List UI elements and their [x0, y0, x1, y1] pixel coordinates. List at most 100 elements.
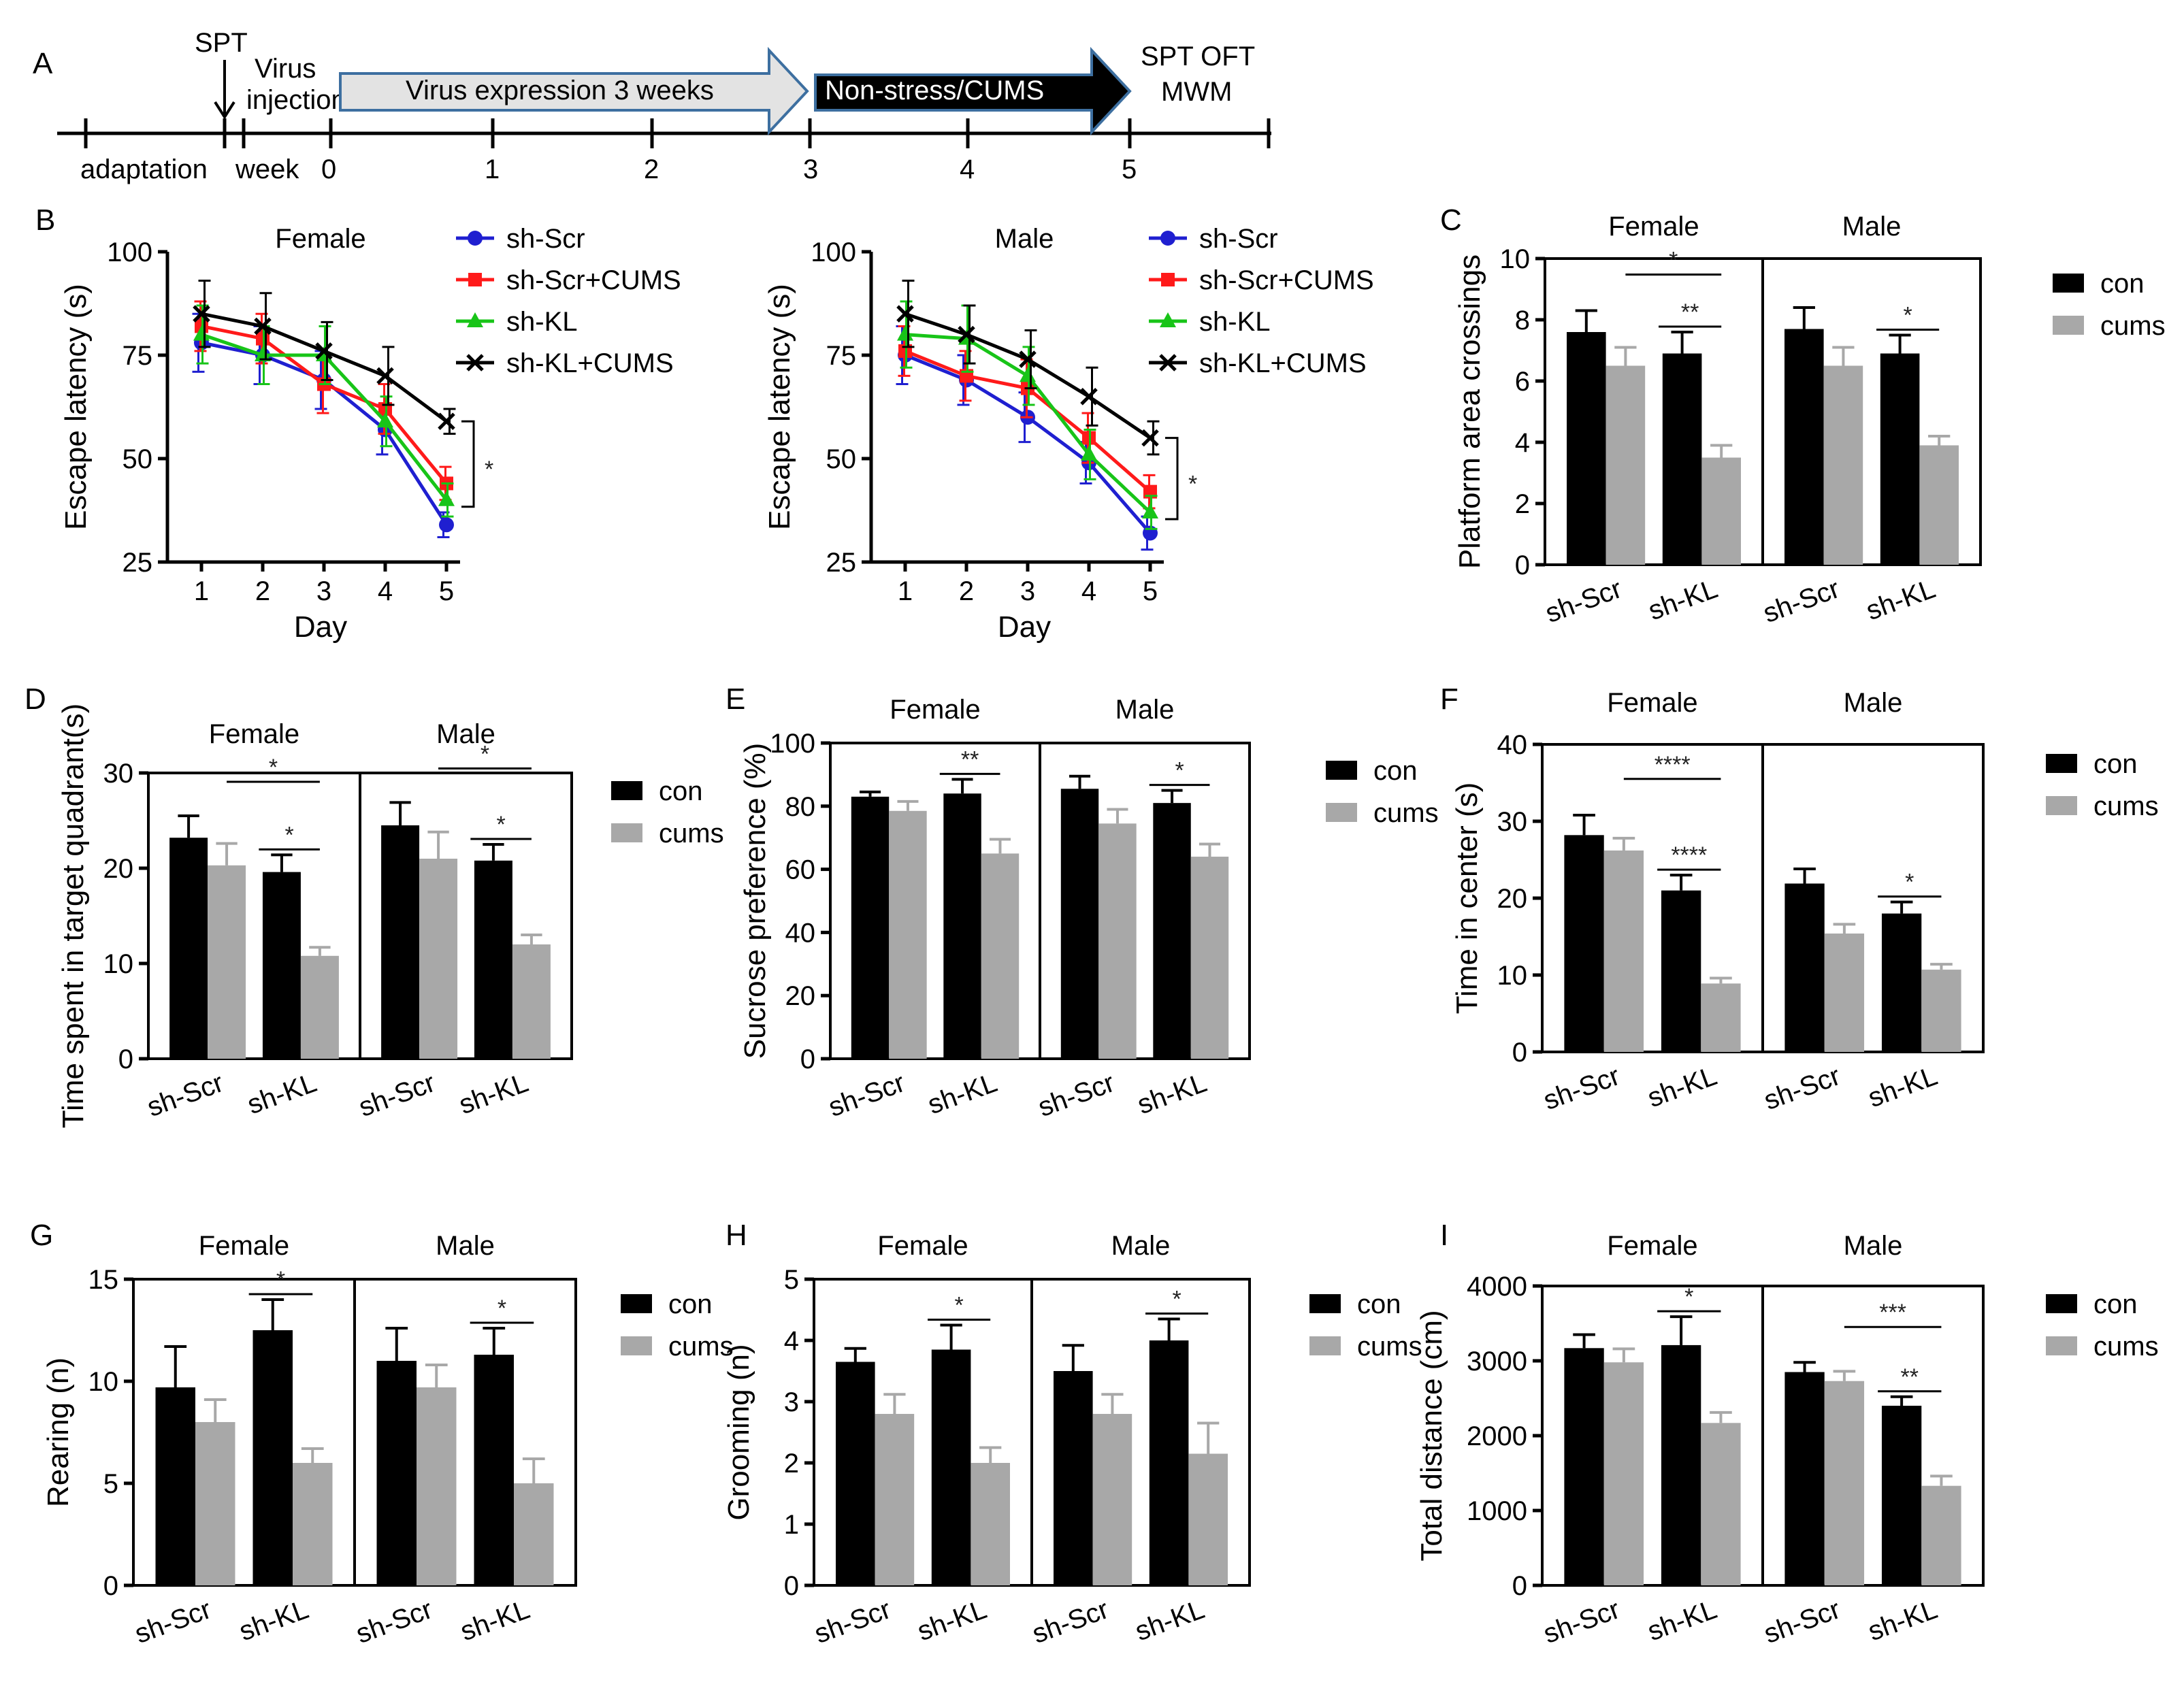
data-point	[439, 517, 454, 533]
series-con	[155, 1298, 514, 1585]
x-tick-label: 4	[378, 576, 393, 606]
significance-label: *	[498, 1296, 506, 1321]
end-label-line1: SPT OFT	[1141, 42, 1255, 71]
legend-label: sh-KL	[1199, 307, 1271, 337]
legend: con cums	[2046, 749, 2159, 821]
bar	[1661, 1345, 1701, 1585]
legend-label: con	[668, 1289, 713, 1319]
category-label: sh-KL	[924, 1068, 1001, 1120]
series-cums	[1603, 836, 1961, 1052]
data-point	[438, 412, 455, 431]
legend-label: sh-KL	[506, 307, 578, 337]
y-tick-label: 0	[1512, 1038, 1527, 1068]
bar	[381, 825, 420, 1059]
y-axis-title: Time spent in target quadrant(s)	[56, 704, 90, 1128]
bar	[1092, 1414, 1132, 1585]
x-tick-label: 5	[1143, 576, 1158, 606]
legend-label: sh-Scr+CUMS	[1199, 265, 1374, 295]
significance-label: ****	[1655, 752, 1691, 778]
bar	[512, 944, 551, 1059]
category-label: sh-KL	[1644, 574, 1721, 626]
significance-bracket	[461, 420, 475, 508]
chart-title: Female	[275, 224, 365, 254]
series-con	[1564, 1315, 1922, 1585]
bar	[1603, 1362, 1644, 1585]
data-point	[897, 325, 913, 341]
y-tick-label: 3	[784, 1387, 799, 1417]
y-tick-label: 20	[1497, 884, 1528, 914]
legend-marker	[1160, 231, 1175, 246]
category-label: sh-Scr	[131, 1594, 215, 1649]
legend: con cums	[611, 776, 724, 848]
bar	[1060, 789, 1099, 1059]
bar	[195, 1422, 235, 1585]
legend-label: con	[659, 776, 703, 806]
y-tick-label: 15	[88, 1265, 119, 1295]
category-label: sh-KL	[455, 1068, 532, 1120]
bar	[1190, 857, 1229, 1059]
y-tick-label: 30	[103, 759, 134, 789]
series-cums	[889, 799, 1229, 1059]
series-con	[836, 1317, 1189, 1585]
legend-swatch	[2053, 316, 2084, 335]
bar	[943, 793, 981, 1059]
data-point	[1141, 429, 1159, 447]
legend-label: sh-Scr	[506, 224, 585, 254]
legend-label: cums	[1373, 798, 1439, 828]
legend-label: cums	[668, 1332, 734, 1362]
significance-label: *	[1669, 248, 1678, 274]
bar	[155, 1387, 195, 1585]
bar	[1603, 850, 1644, 1052]
bar	[1188, 1453, 1228, 1585]
bar	[1881, 1406, 1922, 1585]
legend-swatch	[2046, 1336, 2077, 1355]
group-title-male: Male	[436, 719, 495, 749]
legend-marker	[468, 231, 483, 246]
bar	[1564, 835, 1604, 1052]
significance-label: **	[961, 746, 979, 772]
bar	[1149, 1340, 1189, 1585]
chart-title: Male	[995, 224, 1054, 254]
y-tick-label: 4	[1515, 428, 1530, 458]
significance-label: *	[497, 812, 506, 838]
x-axis-title: Day	[998, 610, 1051, 644]
legend-label: cums	[2100, 311, 2166, 341]
y-tick-label: 25	[123, 548, 153, 578]
week-tick-1: 1	[485, 154, 500, 184]
series-sh-scr-cums	[194, 300, 453, 501]
y-axis-title: Platform area crossings	[1453, 254, 1486, 569]
category-label: sh-KL	[1644, 1594, 1721, 1647]
category-label: sh-KL	[235, 1594, 312, 1647]
category-label: sh-Scr	[825, 1068, 909, 1123]
y-tick-label: 5	[103, 1469, 118, 1499]
data-point	[1019, 350, 1037, 368]
y-tick-label: 10	[88, 1367, 119, 1397]
category-label: sh-Scr	[1028, 1594, 1113, 1649]
data-point	[1020, 367, 1036, 382]
bar	[836, 1362, 875, 1585]
y-tick-label: 0	[1515, 550, 1530, 580]
y-tick-label: 0	[800, 1044, 815, 1074]
series-sh-scr	[192, 312, 454, 539]
virus-injection-label-line2: injection	[246, 85, 346, 115]
data-point	[958, 325, 975, 344]
panel-letter: C	[1440, 203, 1462, 237]
category-label: sh-Scr	[144, 1068, 228, 1123]
bar	[417, 1387, 457, 1585]
bar-chart-i: I 0 1000 2000 3000 4000 Female Male Total distan…	[1415, 1219, 2159, 1649]
y-tick-label: 25	[826, 548, 857, 578]
y-tick-label: 1	[784, 1510, 799, 1540]
data-point	[1081, 445, 1097, 461]
data-point	[896, 305, 914, 323]
significance-label: ***	[1879, 1300, 1906, 1325]
legend: con cums	[621, 1289, 734, 1362]
category-label: sh-Scr	[1539, 1061, 1624, 1116]
series-sh-kl-cums	[896, 280, 1160, 456]
y-tick-label: 0	[103, 1571, 118, 1601]
legend-label: con	[1357, 1289, 1401, 1319]
group-title-male: Male	[1111, 1231, 1171, 1261]
group-title-male: Male	[1115, 695, 1175, 725]
significance-label: *	[1175, 758, 1184, 784]
x-tick-label: 2	[959, 576, 974, 606]
